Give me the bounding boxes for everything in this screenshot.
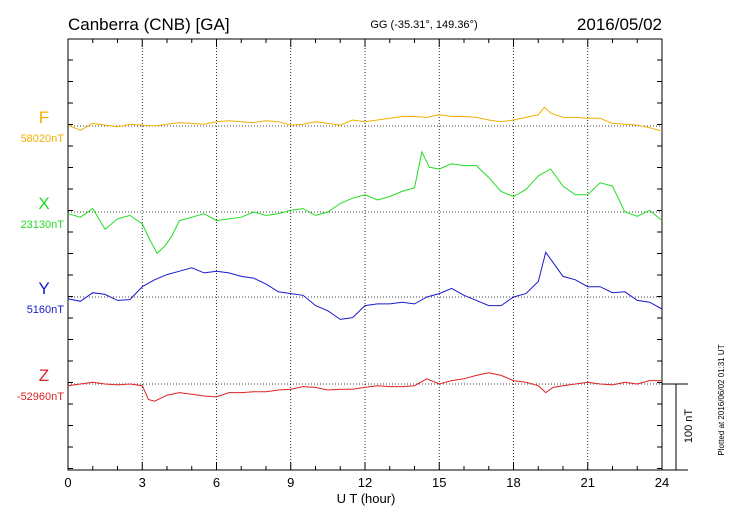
series-name-y: Y: [38, 279, 49, 298]
date-label: 2016/05/02: [577, 15, 662, 34]
x-tick-label: 6: [213, 475, 220, 490]
series-baseline-x: 23130nT: [21, 219, 65, 231]
series-lines: [67, 106, 663, 402]
series-line-y: [67, 251, 663, 320]
plotted-timestamp: Plotted at 2016/06/02 01:31 UT: [717, 344, 726, 455]
x-tick-label: 15: [432, 475, 446, 490]
x-tick-label: 0: [64, 475, 71, 490]
x-tick-label: 12: [358, 475, 372, 490]
series-name-z: Z: [39, 366, 49, 385]
series-name-x: X: [38, 194, 49, 213]
series-line-x: [67, 150, 663, 255]
x-tick-label: 9: [287, 475, 294, 490]
series-baseline-y: 5160nT: [27, 304, 65, 316]
grid-lines: [141, 39, 589, 470]
coordinates-label: GG (-35.31°, 149.36°): [370, 19, 477, 31]
series-line-z: [67, 372, 662, 402]
x-tick-label: 21: [581, 475, 595, 490]
series-line-f: [67, 106, 663, 132]
x-axis-title: U T (hour): [337, 491, 396, 506]
axis-ticks: 0 3 6 9 12 15 18 21 24: [64, 39, 669, 490]
x-tick-label: 3: [139, 475, 146, 490]
series-baseline-z: -52960nT: [17, 391, 64, 403]
series-baselines: [68, 125, 662, 385]
series-name-f: F: [39, 108, 49, 127]
station-title: Canberra (CNB) [GA]: [68, 15, 230, 34]
scale-bar-label: 100 nT: [683, 409, 695, 444]
x-tick-label: 18: [506, 475, 520, 490]
series-baseline-f: 58020nT: [21, 133, 65, 145]
scale-bar: 100 nT: [662, 383, 695, 471]
series-labels: F 58020nT X 23130nT Y 5160nT Z -52960nT: [17, 108, 64, 403]
x-tick-label: 24: [655, 475, 669, 490]
